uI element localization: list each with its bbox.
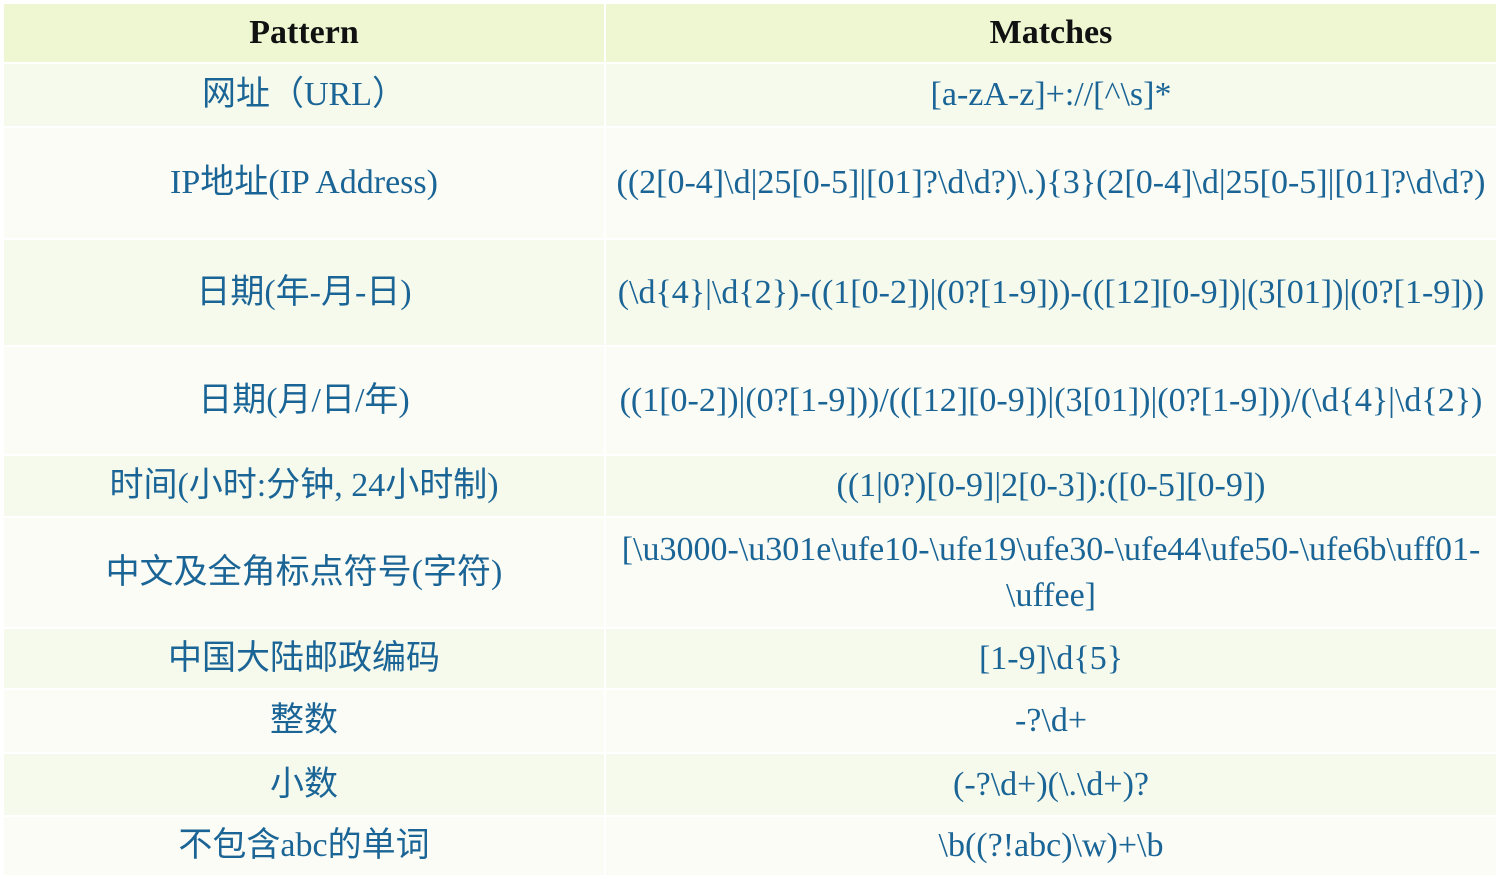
matches-cell: ((1|0?)[0-9]|2[0-3]):([0-5][0-9]) [606, 456, 1496, 516]
table-row: 日期(月/日/年) ((1[0-2])|(0?[1-9]))/(([12][0-9… [4, 347, 1496, 454]
pattern-cell: 日期(年-月-日) [4, 240, 604, 345]
pattern-cell: IP地址(IP Address) [4, 128, 604, 238]
table-row: 日期(年-月-日) (\d{4}|\d{2})-((1[0-2])|(0?[1-9… [4, 240, 1496, 345]
matches-cell: ((1[0-2])|(0?[1-9]))/(([12][0-9])|(3[01]… [606, 347, 1496, 454]
pattern-cell: 整数 [4, 690, 604, 752]
header-pattern: Pattern [4, 4, 604, 62]
table-row: 中文及全角标点符号(字符) [\u3000-\u301e\ufe10-\ufe19… [4, 518, 1496, 627]
matches-cell: [1-9]\d{5} [606, 629, 1496, 688]
pattern-cell: 小数 [4, 754, 604, 815]
pattern-cell: 中文及全角标点符号(字符) [4, 518, 604, 627]
matches-cell: ((2[0-4]\d|25[0-5]|[01]?\d\d?)\.){3}(2[0… [606, 128, 1496, 238]
pattern-cell: 不包含abc的单词 [4, 817, 604, 875]
table-row: 中国大陆邮政编码 [1-9]\d{5} [4, 629, 1496, 688]
header-matches: Matches [606, 4, 1496, 62]
table-row: 整数 -?\d+ [4, 690, 1496, 752]
pattern-cell: 网址（URL） [4, 64, 604, 126]
pattern-cell: 日期(月/日/年) [4, 347, 604, 454]
matches-cell: [\u3000-\u301e\ufe10-\ufe19\ufe30-\ufe44… [606, 518, 1496, 627]
matches-cell: -?\d+ [606, 690, 1496, 752]
table-row: 小数 (-?\d+)(\.\d+)? [4, 754, 1496, 815]
table-row: 时间(小时:分钟, 24小时制) ((1|0?)[0-9]|2[0-3]):([0… [4, 456, 1496, 516]
matches-cell: (\d{4}|\d{2})-((1[0-2])|(0?[1-9]))-(([12… [606, 240, 1496, 345]
pattern-cell: 时间(小时:分钟, 24小时制) [4, 456, 604, 516]
matches-cell: [a-zA-z]+://[^\s]* [606, 64, 1496, 126]
matches-cell: \b((?!abc)\w)+\b [606, 817, 1496, 875]
table-row: 网址（URL） [a-zA-z]+://[^\s]* [4, 64, 1496, 126]
table-row: IP地址(IP Address) ((2[0-4]\d|25[0-5]|[01]?… [4, 128, 1496, 238]
table-row: 不包含abc的单词 \b((?!abc)\w)+\b [4, 817, 1496, 875]
pattern-cell: 中国大陆邮政编码 [4, 629, 604, 688]
header-row: Pattern Matches [4, 4, 1496, 62]
matches-cell: (-?\d+)(\.\d+)? [606, 754, 1496, 815]
